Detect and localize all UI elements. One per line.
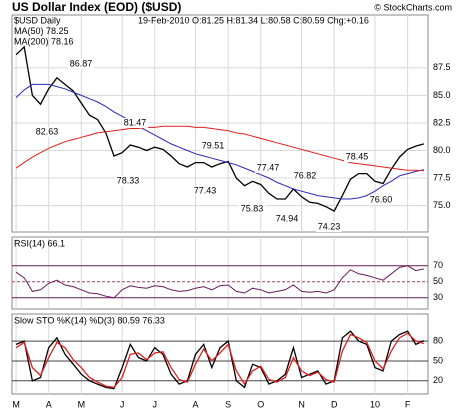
x-tick-label: N (298, 399, 305, 409)
annotation: 75.83 (241, 203, 264, 213)
annotation-bg (115, 176, 141, 186)
x-tick-label: S (225, 399, 231, 409)
annotation-bg (239, 204, 265, 214)
y-tick-label: 87.5 (433, 62, 451, 72)
annotation-bg (344, 152, 370, 162)
source: © StockCharts.com (374, 2, 452, 12)
panel (11, 313, 429, 395)
annotation-bg (122, 118, 148, 128)
annotation-bg (192, 186, 218, 196)
annotation-bg (255, 163, 281, 173)
annotation-bg (368, 195, 394, 205)
y-tick-label: 70 (433, 260, 443, 270)
y-tick-label: 50 (433, 276, 443, 286)
panel (11, 14, 429, 233)
x-tick-label: A (193, 399, 199, 409)
annotation: 81.47 (124, 117, 147, 127)
annotation: 76.60 (370, 194, 393, 204)
annotation-bg (292, 171, 318, 181)
y-tick-label: 50 (433, 355, 443, 365)
panel-label: Slow STO %K(14) %D(3) 80.59 76.33 (14, 315, 165, 325)
x-tick-label: M (78, 399, 86, 409)
annotation-bg (34, 127, 60, 137)
y-tick-label: 30 (433, 292, 443, 302)
annotation-bg (68, 59, 94, 69)
annotation-bg (274, 214, 300, 224)
annotation: 77.47 (257, 162, 280, 172)
annotation-bg (200, 141, 226, 151)
x-tick-label: F (405, 399, 411, 409)
quote: 19-Feb-2010 O:81.25 H:81.34 L:80.58 C:80… (138, 15, 369, 25)
y-tick-label: 85.0 (433, 90, 451, 100)
y-tick-label: 77.5 (433, 172, 451, 182)
series-line (15, 45, 425, 212)
panel-label: RSI(14) 66.1 (14, 238, 65, 248)
y-tick-label: 80 (433, 335, 443, 345)
annotation: 77.43 (194, 185, 217, 195)
series-line (15, 332, 425, 389)
x-tick-label: M (12, 399, 20, 409)
y-tick-label: 20 (433, 375, 443, 385)
annotation: 78.33 (117, 175, 140, 185)
x-tick-label: J (120, 399, 125, 409)
x-tick-label: 10 (370, 399, 380, 409)
annotation-bg (316, 222, 342, 232)
annotation: 86.87 (70, 58, 93, 68)
series-line (15, 125, 424, 172)
x-tick-label: O (257, 399, 264, 409)
series-line (15, 330, 425, 390)
annotation: 78.45 (346, 151, 369, 161)
legend-entry: MA(200) 78.16 (14, 36, 74, 46)
y-tick-label: 82.5 (433, 117, 451, 127)
series-line (15, 83, 424, 200)
legend-entry: $USD Daily (14, 15, 61, 25)
annotation: 74.23 (318, 221, 341, 231)
annotation: 79.51 (202, 140, 225, 150)
legend-entry: MA(50) 78.25 (14, 26, 69, 36)
annotation: 74.94 (276, 213, 299, 223)
y-tick-label: 75.0 (433, 200, 451, 210)
annotation: 76.82 (294, 170, 317, 180)
annotation: 82.63 (36, 126, 59, 136)
x-tick-label: A (46, 399, 52, 409)
chart-title: US Dollar Index (EOD) ($USD) (12, 0, 181, 14)
y-tick-label: 80.0 (433, 145, 451, 155)
x-tick-label: D (331, 399, 338, 409)
x-tick-label: J (152, 399, 157, 409)
series-line (15, 265, 425, 299)
